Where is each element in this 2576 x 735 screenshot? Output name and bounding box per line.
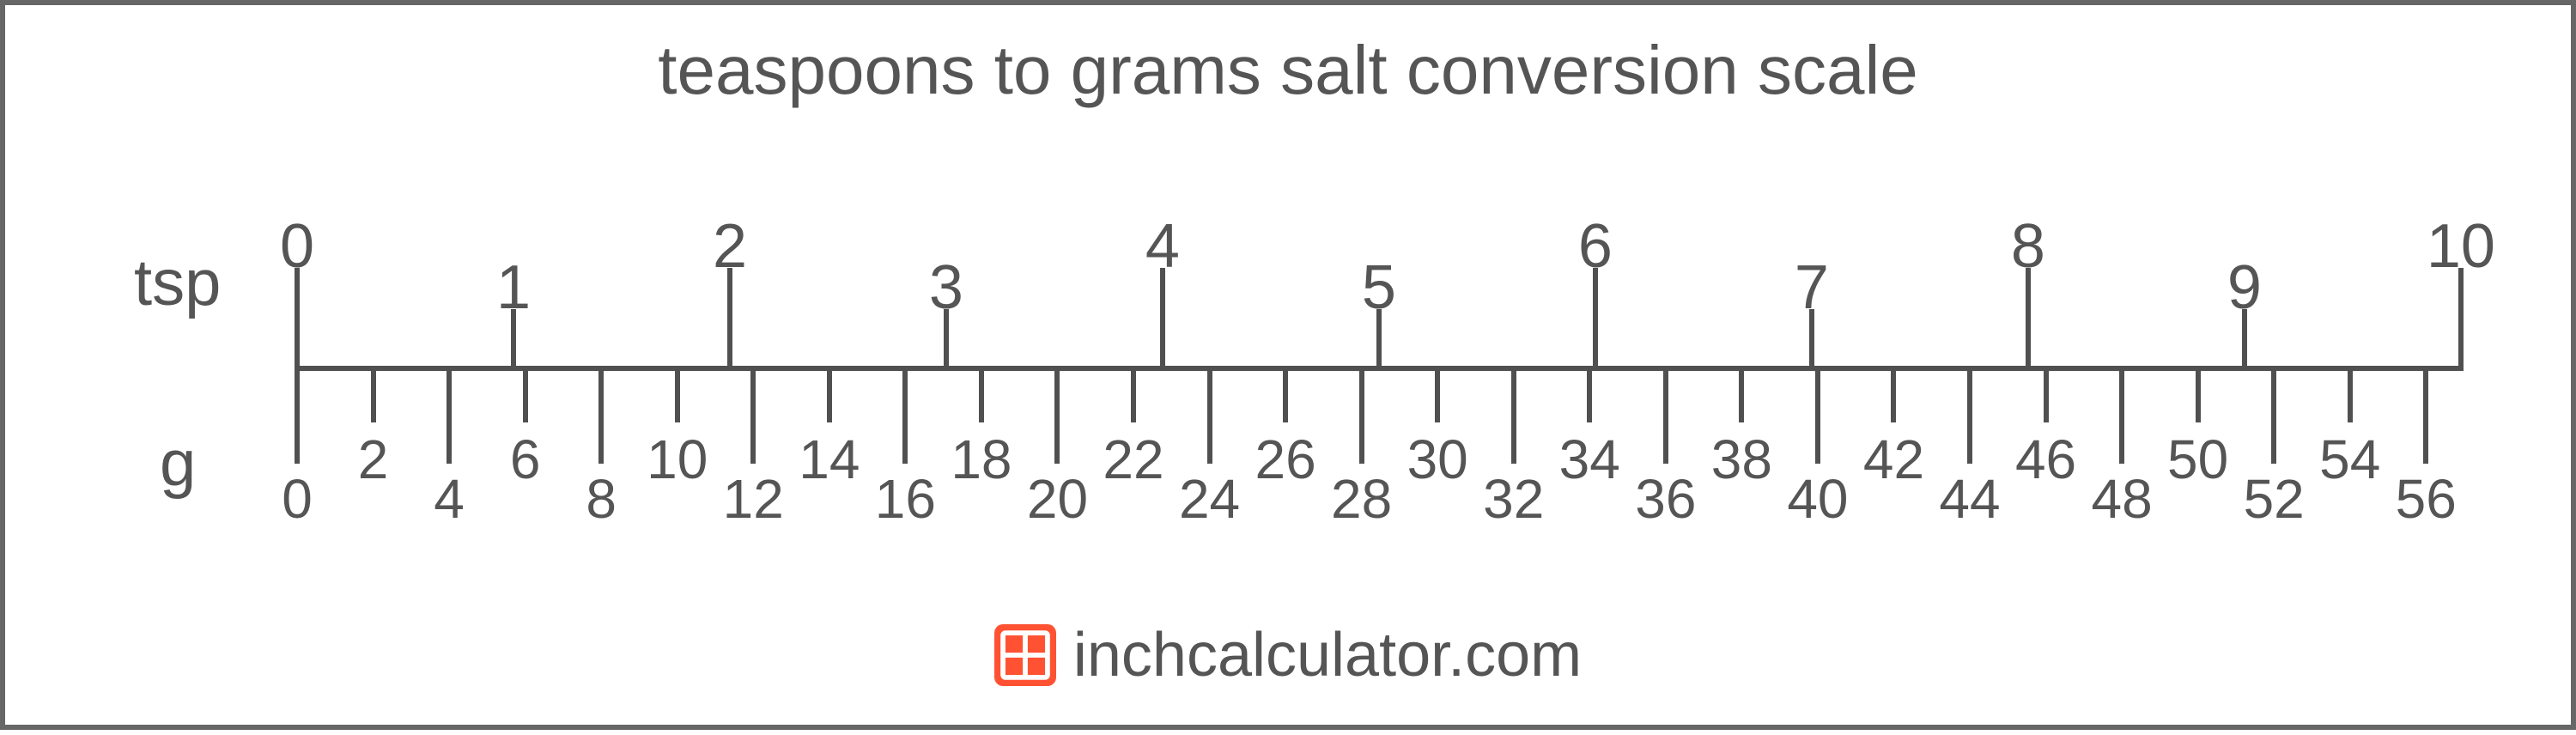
- unit-label-tsp: tsp: [134, 246, 221, 320]
- g-tick-label: 4: [434, 467, 465, 531]
- g-tick: [1815, 366, 1820, 464]
- g-tick: [447, 366, 452, 464]
- g-tick: [1739, 366, 1744, 422]
- g-tick: [902, 366, 908, 464]
- g-tick-label: 50: [2167, 428, 2228, 491]
- tsp-tick-label: 4: [1145, 211, 1180, 282]
- tsp-tick-label: 3: [929, 252, 963, 323]
- g-tick: [371, 366, 376, 422]
- g-tick: [1587, 366, 1592, 422]
- g-tick: [1891, 366, 1896, 422]
- g-tick: [1967, 366, 1972, 464]
- g-tick: [2119, 366, 2124, 464]
- g-tick-label: 54: [2319, 428, 2380, 491]
- g-tick-label: 56: [2396, 467, 2457, 531]
- g-tick-label: 10: [647, 428, 708, 491]
- g-tick: [2423, 366, 2428, 464]
- tsp-tick-label: 10: [2427, 211, 2495, 282]
- g-tick-label: 16: [875, 467, 936, 531]
- g-tick: [1054, 366, 1060, 464]
- g-tick-label: 20: [1027, 467, 1088, 531]
- g-tick: [750, 366, 756, 464]
- g-tick-label: 28: [1331, 467, 1392, 531]
- g-tick-label: 24: [1179, 467, 1240, 531]
- tsp-tick-label: 1: [496, 252, 531, 323]
- tsp-tick: [2026, 268, 2031, 371]
- g-tick-label: 38: [1711, 428, 1772, 491]
- brand-text: inchcalculator.com: [1073, 620, 1582, 690]
- g-tick-label: 46: [2015, 428, 2076, 491]
- g-tick-label: 30: [1407, 428, 1468, 491]
- footer: inchcalculator.com: [5, 620, 2571, 690]
- g-tick: [1511, 366, 1516, 464]
- g-tick: [598, 366, 604, 464]
- tsp-tick: [2458, 268, 2464, 371]
- g-tick: [827, 366, 832, 422]
- g-tick-label: 40: [1787, 467, 1848, 531]
- tsp-tick: [727, 268, 732, 371]
- tsp-tick-label: 5: [1362, 252, 1396, 323]
- g-tick: [523, 366, 528, 422]
- g-tick-label: 26: [1255, 428, 1315, 491]
- g-tick-label: 48: [2091, 467, 2152, 531]
- g-tick: [295, 366, 300, 464]
- tsp-tick: [295, 268, 300, 371]
- calculator-icon: [994, 624, 1056, 686]
- g-tick: [2044, 366, 2049, 422]
- g-tick: [2348, 366, 2353, 422]
- g-tick: [1207, 366, 1212, 464]
- g-tick-label: 8: [586, 467, 617, 531]
- g-tick-label: 36: [1635, 467, 1696, 531]
- g-tick-label: 0: [282, 467, 313, 531]
- tsp-tick-label: 9: [2227, 252, 2262, 323]
- tsp-tick-label: 7: [1795, 252, 1829, 323]
- g-tick-label: 22: [1103, 428, 1163, 491]
- g-tick: [1435, 366, 1440, 422]
- g-tick: [675, 366, 680, 422]
- tsp-tick-label: 2: [713, 211, 747, 282]
- g-tick-label: 12: [723, 467, 784, 531]
- g-tick: [1663, 366, 1668, 464]
- conversion-scale-frame: teaspoons to grams salt conversion scale…: [0, 0, 2576, 730]
- g-tick-label: 34: [1559, 428, 1620, 491]
- g-tick-label: 14: [799, 428, 860, 491]
- g-tick-label: 2: [358, 428, 389, 491]
- unit-label-g: g: [160, 426, 196, 501]
- tsp-tick-label: 8: [2011, 211, 2045, 282]
- tsp-tick-label: 0: [280, 211, 314, 282]
- g-tick-label: 6: [510, 428, 541, 491]
- g-tick: [2196, 366, 2201, 422]
- g-tick-label: 32: [1483, 467, 1544, 531]
- g-tick: [1283, 366, 1288, 422]
- tsp-tick-label: 6: [1578, 211, 1613, 282]
- g-tick: [1131, 366, 1136, 422]
- g-tick-label: 44: [1939, 467, 2000, 531]
- g-tick-label: 52: [2244, 467, 2305, 531]
- g-tick: [2271, 366, 2276, 464]
- tsp-tick: [1593, 268, 1598, 371]
- g-tick-label: 42: [1863, 428, 1924, 491]
- g-tick: [979, 366, 984, 422]
- g-tick: [1359, 366, 1364, 464]
- tsp-tick: [1160, 268, 1165, 371]
- g-tick-label: 18: [951, 428, 1012, 491]
